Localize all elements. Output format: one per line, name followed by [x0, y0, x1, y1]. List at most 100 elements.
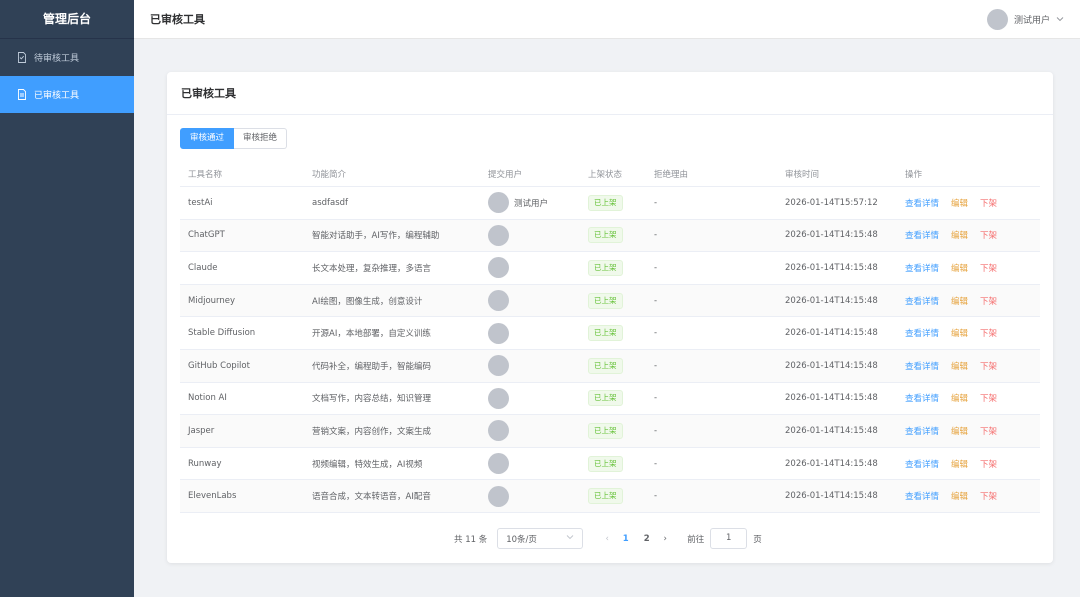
submitter: 测试用户	[488, 192, 588, 214]
pagination-total: 共 11 条	[454, 534, 488, 545]
review-time: 2026-01-14T14:15:48	[785, 491, 878, 502]
avatar	[488, 322, 509, 344]
view-detail-link[interactable]: 查看详情	[905, 231, 940, 242]
submitter	[488, 453, 588, 475]
page-size-select[interactable]: 10条/页	[497, 528, 584, 549]
take-down-link[interactable]: 下架	[980, 426, 998, 437]
view-detail-link[interactable]: 查看详情	[905, 492, 940, 503]
status-badge: 已上架	[588, 357, 623, 374]
status-cell: 已上架	[588, 227, 654, 244]
status-badge: 已上架	[588, 390, 623, 407]
edit-link[interactable]: 编辑	[951, 394, 969, 405]
column-header: 工具名称	[188, 170, 223, 180]
row-actions: 查看详情 编辑 下架	[905, 392, 1040, 404]
user-menu[interactable]: 测试用户	[986, 8, 1064, 30]
take-down-link[interactable]: 下架	[980, 459, 998, 470]
view-detail-link[interactable]: 查看详情	[905, 394, 940, 405]
status-cell: 已上架	[588, 259, 654, 276]
row-actions: 查看详情 编辑 下架	[905, 458, 1040, 470]
page-number[interactable]: 2	[643, 533, 650, 544]
take-down-link[interactable]: 下架	[980, 198, 998, 209]
view-detail-link[interactable]: 查看详情	[905, 426, 940, 437]
submitter	[488, 290, 588, 312]
take-down-link[interactable]: 下架	[980, 394, 998, 405]
reject-reason: -	[654, 491, 658, 502]
avatar	[488, 453, 509, 475]
submitter-name: 测试用户	[514, 198, 549, 209]
review-time: 2026-01-14T14:15:48	[785, 328, 878, 339]
sidebar-item-label: 待审核工具	[34, 54, 80, 64]
avatar	[488, 257, 509, 279]
view-detail-link[interactable]: 查看详情	[905, 263, 940, 274]
edit-link[interactable]: 编辑	[951, 198, 969, 209]
tool-description: 开源AI，本地部署，自定义训练	[312, 329, 431, 340]
take-down-link[interactable]: 下架	[980, 329, 998, 340]
reject-reason: -	[654, 393, 658, 404]
tab-approved[interactable]: 审核通过	[180, 128, 235, 149]
document-icon	[17, 89, 27, 100]
tool-name: ElevenLabs	[188, 491, 237, 502]
reject-reason: -	[654, 197, 658, 208]
tab-rejected[interactable]: 审核拒绝	[234, 128, 288, 149]
edit-link[interactable]: 编辑	[951, 361, 969, 372]
tools-table: 工具名称 功能简介 提交用户 上架状态 拒绝理由 审核时间 操作 testAi a…	[180, 162, 1040, 513]
tool-description: 智能对话助手，AI写作，编程辅助	[312, 231, 440, 242]
edit-link[interactable]: 编辑	[951, 231, 969, 242]
take-down-link[interactable]: 下架	[980, 231, 998, 242]
edit-link[interactable]: 编辑	[951, 459, 969, 470]
edit-link[interactable]: 编辑	[951, 329, 969, 340]
chevron-down-icon	[1056, 15, 1064, 23]
take-down-link[interactable]: 下架	[980, 263, 998, 274]
table-row: ElevenLabs 语音合成，文本转语音，AI配音 已上架 - 2026-01-14T…	[180, 480, 1040, 513]
reject-reason: -	[654, 295, 658, 306]
view-detail-link[interactable]: 查看详情	[905, 296, 940, 307]
sidebar-item-reviewed[interactable]: 已审核工具	[0, 76, 134, 113]
submitter	[488, 355, 588, 377]
view-detail-link[interactable]: 查看详情	[905, 329, 940, 340]
edit-link[interactable]: 编辑	[951, 426, 969, 437]
status-cell: 已上架	[588, 390, 654, 407]
take-down-link[interactable]: 下架	[980, 492, 998, 503]
prev-page-button[interactable]: ‹	[605, 533, 609, 544]
goto-page-input[interactable]: 1	[710, 528, 748, 549]
status-tabs: 审核通过 审核拒绝	[180, 128, 288, 149]
submitter	[488, 257, 588, 279]
take-down-link[interactable]: 下架	[980, 361, 998, 372]
status-cell: 已上架	[588, 325, 654, 342]
user-name: 测试用户	[1013, 15, 1050, 26]
reject-reason: -	[654, 328, 658, 339]
sidebar-item-pending[interactable]: 待审核工具	[0, 39, 134, 76]
row-actions: 查看详情 编辑 下架	[905, 197, 1040, 209]
column-header: 上架状态	[588, 170, 623, 180]
status-cell: 已上架	[588, 357, 654, 374]
reject-reason: -	[654, 425, 658, 436]
view-detail-link[interactable]: 查看详情	[905, 361, 940, 372]
tool-name: Runway	[188, 458, 222, 469]
edit-link[interactable]: 编辑	[951, 263, 969, 274]
edit-link[interactable]: 编辑	[951, 296, 969, 307]
next-page-button[interactable]: ›	[663, 533, 667, 544]
column-header: 功能简介	[312, 170, 347, 180]
view-detail-link[interactable]: 查看详情	[905, 198, 940, 209]
tool-description: 文档写作，内容总结，知识管理	[312, 394, 432, 405]
top-header: 已审核工具 测试用户	[134, 0, 1080, 39]
avatar	[488, 224, 509, 246]
status-cell: 已上架	[588, 455, 654, 472]
view-detail-link[interactable]: 查看详情	[905, 459, 940, 470]
tool-description: 营销文案，内容创作，文案生成	[312, 426, 432, 437]
status-cell: 已上架	[588, 194, 654, 211]
status-badge: 已上架	[588, 292, 623, 309]
page-number[interactable]: 1	[622, 533, 629, 544]
row-actions: 查看详情 编辑 下架	[905, 327, 1040, 339]
take-down-link[interactable]: 下架	[980, 296, 998, 307]
status-badge: 已上架	[588, 455, 623, 472]
status-badge: 已上架	[588, 325, 623, 342]
card-title: 已审核工具	[167, 72, 1053, 115]
page-suffix: 页	[753, 534, 762, 545]
review-time: 2026-01-14T15:57:12	[785, 197, 878, 208]
tool-description: 语音合成，文本转语音，AI配音	[312, 492, 431, 503]
tool-description: AI绘图，图像生成，创意设计	[312, 296, 423, 307]
edit-link[interactable]: 编辑	[951, 492, 969, 503]
tool-description: 代码补全，编程助手，智能编码	[312, 361, 432, 372]
document-icon	[17, 52, 27, 63]
